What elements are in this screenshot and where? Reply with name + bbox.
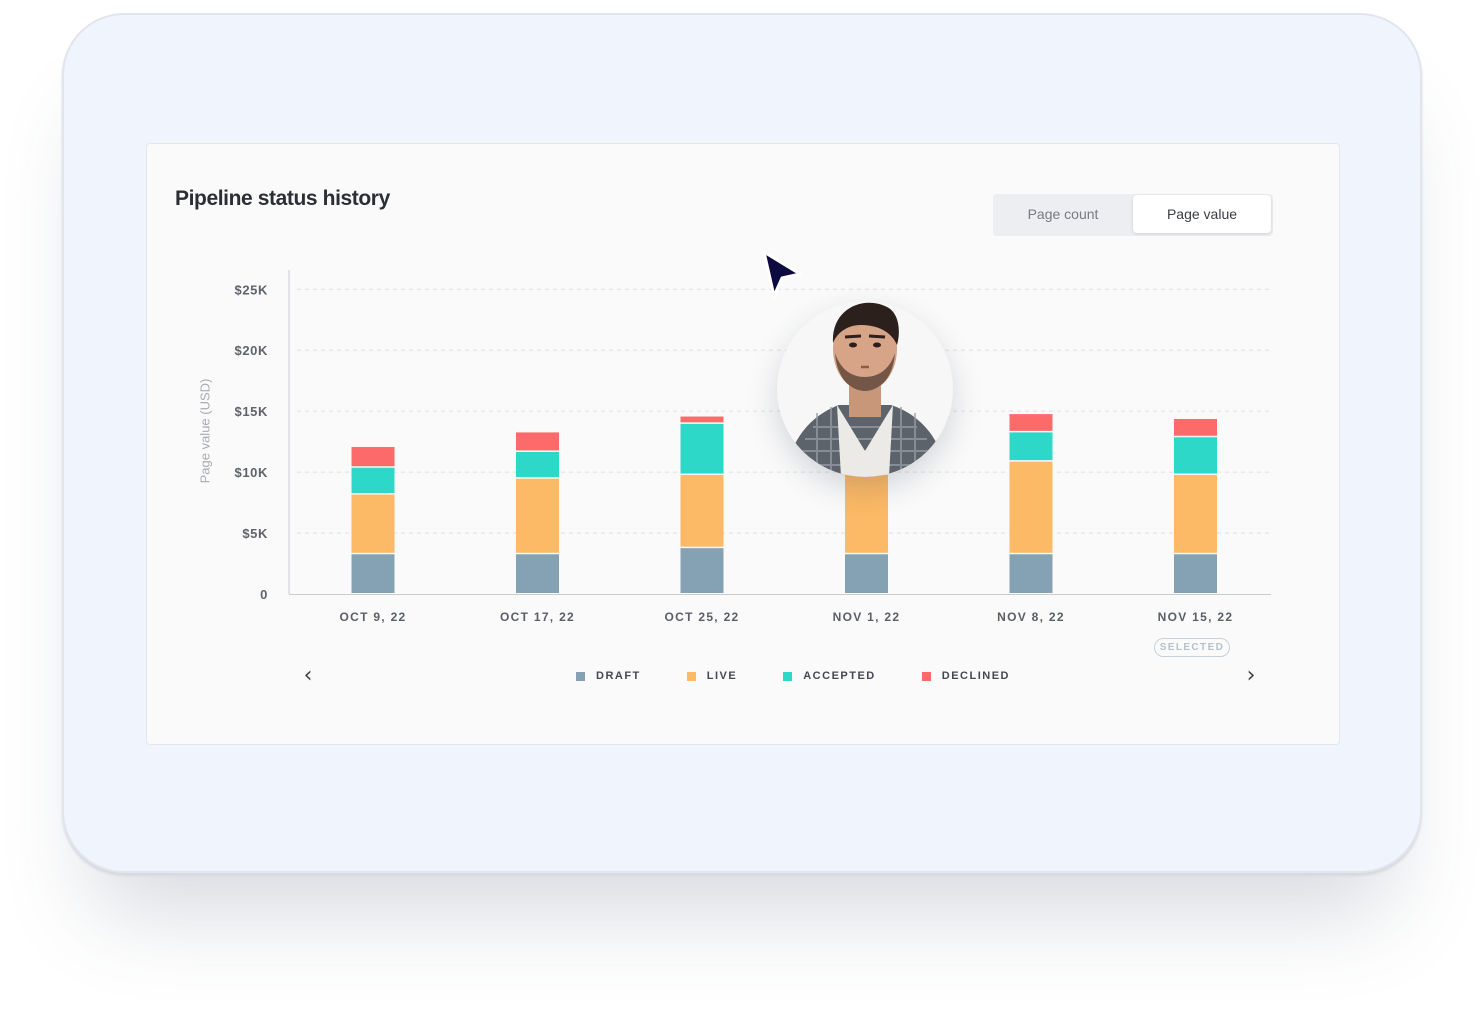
bar-segment-declined	[1174, 418, 1217, 436]
bar-segment-draft	[351, 554, 395, 593]
chart-title: Pipeline status history	[175, 187, 390, 210]
bar-segment-declined	[680, 416, 724, 423]
bar-segment-declined	[351, 447, 395, 467]
x-tick-label: OCT 9, 22	[339, 610, 406, 624]
bar-segment-live	[1009, 461, 1053, 553]
metric-toggle: Page count Page value	[993, 194, 1273, 236]
legend-swatch-live	[686, 671, 696, 681]
bar-segment-declined	[516, 432, 559, 451]
legend-item-declined: DECLINED	[921, 670, 1010, 682]
x-tick-label: NOV 15, 22	[1158, 610, 1234, 624]
chart-legend: DRAFT LIVE ACCEPTED DECLINED	[576, 670, 1010, 682]
bar-segment-live	[1174, 475, 1217, 553]
legend-swatch-declined	[921, 671, 931, 681]
page-count-tab[interactable]: Page count	[994, 195, 1132, 233]
bar-segment-live	[845, 475, 888, 553]
selected-badge: SELECTED	[1154, 638, 1230, 657]
bar-segment-draft	[1174, 554, 1217, 593]
legend-label-draft: DRAFT	[596, 670, 641, 682]
bar-segment-accepted	[1009, 432, 1053, 461]
bar-segment-declined	[1009, 414, 1053, 431]
person-photo-icon	[785, 302, 947, 477]
x-tick-label: NOV 1, 22	[833, 610, 901, 624]
stacked-bar-chart: 0 $5K $10K $15K $20K $25K OCT 9, 22 OCT 17, 22 O…	[235, 270, 1271, 624]
legend-item-accepted: ACCEPTED	[783, 670, 876, 682]
page-value-tab[interactable]: Page value	[1133, 195, 1271, 233]
x-tick-label: OCT 17, 22	[500, 610, 575, 624]
legend-label-declined: DECLINED	[941, 670, 1010, 682]
bar-segment-draft	[1009, 554, 1053, 593]
legend-label-live: LIVE	[706, 670, 738, 682]
pipeline-status-card: Pipeline status history Page count Page …	[146, 143, 1340, 745]
y-tick-label: $20K	[235, 343, 268, 358]
legend-label-accepted: ACCEPTED	[803, 670, 876, 682]
y-tick-label: $10K	[235, 465, 268, 480]
bar-segment-live	[516, 478, 559, 553]
bar-segment-live	[351, 494, 395, 553]
bar-segment-draft	[516, 554, 559, 593]
bar-segment-live	[680, 475, 724, 547]
user-avatar-photo	[777, 301, 953, 477]
bar-segment-accepted	[680, 423, 724, 474]
legend-swatch-accepted	[783, 671, 793, 681]
bar-segment-accepted	[351, 467, 395, 494]
x-tick-label: NOV 8, 22	[997, 610, 1065, 624]
legend-item-live: LIVE	[686, 670, 738, 682]
y-tick-label: 0	[260, 587, 268, 602]
bar-segment-accepted	[1174, 437, 1217, 474]
y-tick-label: $5K	[242, 526, 268, 541]
pointer-cursor-icon	[762, 250, 802, 298]
bar-segment-draft	[680, 548, 724, 593]
bar-segment-draft	[845, 554, 888, 593]
previous-period-button[interactable]: ‹	[296, 664, 320, 688]
legend-swatch-draft	[576, 671, 585, 681]
y-tick-label: $25K	[235, 282, 268, 297]
bar-segment-accepted	[516, 451, 559, 478]
y-tick-label: $15K	[235, 404, 268, 419]
next-period-button[interactable]: ›	[1239, 664, 1263, 688]
legend-item-draft: DRAFT	[576, 670, 641, 682]
x-tick-label: OCT 25, 22	[664, 610, 739, 624]
